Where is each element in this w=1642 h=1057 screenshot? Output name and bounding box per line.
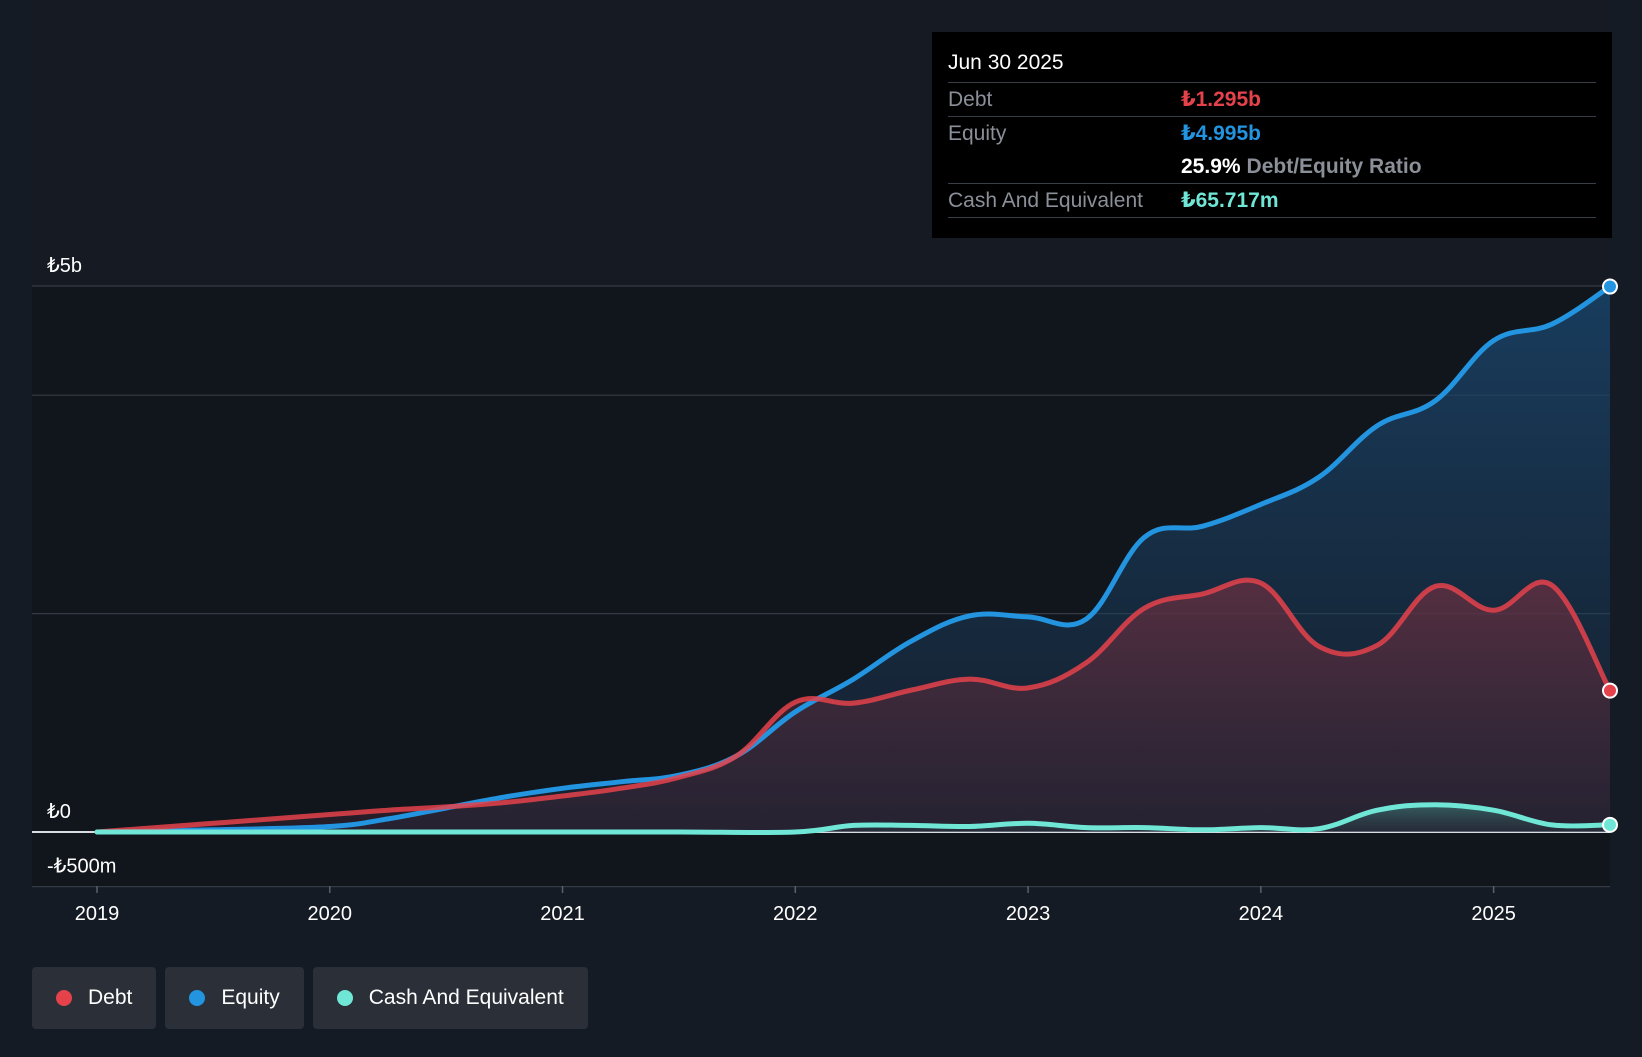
x-tick-label: 2020 (308, 903, 353, 925)
tooltip-ratio-row: 25.9% Debt/Equity Ratio (948, 150, 1596, 184)
tooltip-date: Jun 30 2025 (948, 48, 1596, 83)
legend-item-cash[interactable]: Cash And Equivalent (312, 967, 588, 1029)
y-tick-label: -₺500m (47, 856, 116, 878)
tooltip-cash-row: Cash And Equivalent ₺65.717m (948, 184, 1596, 218)
equity-dot-icon (189, 990, 206, 1006)
cash-line (94, 802, 1613, 836)
cash-dot-icon (336, 990, 353, 1006)
series-endpoints (1602, 278, 1618, 833)
series-lines (94, 284, 1613, 836)
tooltip-debt-label: Debt (948, 88, 993, 111)
x-tick-label: 2024 (1239, 903, 1284, 925)
x-tick-label: 2025 (1471, 903, 1516, 925)
y-tick-label: ₺0 (47, 801, 71, 823)
x-axis: 2019 2020 2021 2022 2023 2024 2025 (75, 886, 1516, 925)
tooltip-equity-row: Equity ₺4.995b (948, 117, 1596, 150)
tooltip-cash-label: Cash And Equivalent (948, 189, 1143, 212)
legend-label-cash: Cash And Equivalent (368, 986, 564, 1009)
debt-dot-icon (56, 990, 72, 1006)
tooltip-debt-value: ₺1.295b (1181, 88, 1261, 111)
tooltip-ratio-spacer (948, 150, 1181, 183)
tooltip-ratio-label: Debt/Equity Ratio (1246, 155, 1422, 178)
legend-item-debt[interactable]: Debt (32, 967, 157, 1029)
tooltip-equity-value: ₺4.995b (1181, 122, 1261, 145)
debt-line (94, 577, 1613, 835)
legend: Debt Equity Cash And Equivalent (32, 967, 588, 1029)
hover-tooltip: Jun 30 2025 Debt ₺1.295b Equity ₺4.995b … (932, 32, 1612, 238)
cash-endpoint-marker (1602, 816, 1618, 833)
debt-area (97, 580, 1610, 832)
tooltip-debt-row: Debt ₺1.295b (948, 83, 1596, 117)
equity-endpoint-marker (1602, 278, 1618, 295)
x-tick-label: 2022 (773, 903, 818, 925)
tooltip-equity-label: Equity (948, 122, 1007, 145)
x-tick-label: 2023 (1006, 903, 1051, 925)
y-axis-labels: ₺5b ₺0 -₺500m (47, 255, 116, 878)
legend-label-debt: Debt (88, 986, 133, 1009)
legend-label-equity: Equity (221, 986, 280, 1009)
tooltip-cash-value: ₺65.717m (1181, 189, 1279, 212)
y-tick-label: ₺5b (47, 255, 82, 277)
x-tick-label: 2019 (75, 903, 120, 925)
debt-endpoint-marker (1602, 682, 1618, 699)
legend-item-equity[interactable]: Equity (165, 967, 304, 1029)
x-tick-label: 2021 (540, 903, 585, 925)
tooltip-ratio-value: 25.9% (1181, 155, 1241, 178)
